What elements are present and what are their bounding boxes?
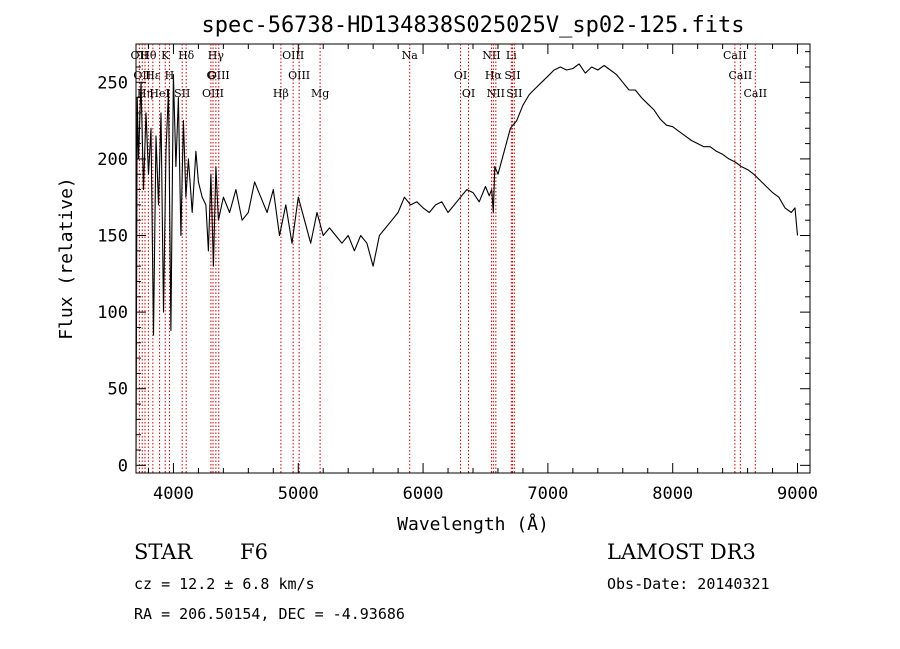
marker-label: Hβ [273,87,289,100]
x-axis-label: Wavelength (Å) [397,513,549,535]
plot-frame [135,43,811,474]
marker-label: Hε [145,69,161,82]
marker-label: CaII [743,87,767,100]
marker-label: CaII [723,49,747,62]
marker-label: Hγ [208,49,225,62]
chart-title: spec-56738-HD134838S025025V_sp02-125.fit… [201,13,744,38]
object-subclass: F6 [240,540,268,564]
marker-label: NII [487,87,505,100]
y-tick-label: 50 [108,380,128,400]
y-tick-label: 200 [97,150,128,170]
marker-label: OII [131,49,149,62]
marker-label: OI [454,69,467,82]
x-tick-label: 8000 [652,484,693,504]
marker-label: HeI [149,87,169,100]
survey-label: LAMOST DR3 [607,540,756,564]
marker-label: NII [482,49,500,62]
y-tick-label: 0 [118,456,128,476]
marker-label: Li [506,49,517,62]
marker-label: OII [133,69,151,82]
x-tick-label: 6000 [403,484,444,504]
x-tick-label: 9000 [777,484,818,504]
marker-label: OIII [288,69,310,82]
marker-label: Hδ [178,49,195,62]
marker-label: OIII [282,49,304,62]
marker-label: OIII [202,87,224,100]
marker-label: K [161,49,170,62]
y-axis-label: Flux (relative) [56,177,77,340]
x-tick-label: 4000 [153,484,194,504]
marker-label: G [206,69,215,82]
marker-label: SII [504,69,520,82]
marker-label: SII [174,87,190,100]
spectrum-line-flux [135,63,799,466]
marker-label: Hα [485,69,503,82]
x-tick-label: 7000 [527,484,568,504]
object-class: STAR [134,540,193,564]
marker-label: OI [462,87,475,100]
obs-date: Obs-Date: 20140321 [607,575,770,593]
marker-label: Na [402,49,419,62]
redshift-readout: cz = 12.2 ± 6.8 km/s [134,575,315,593]
marker-label: H [165,69,175,82]
y-tick-label: 250 [97,73,128,93]
marker-label: OIII [208,69,230,82]
marker-label: SII [506,87,522,100]
y-tick-label: 100 [97,303,128,323]
marker-label: Mg [311,87,329,100]
marker-label: Hθ [140,49,157,62]
marker-label: CaII [729,69,753,82]
coordinates: RA = 206.50154, DEC = -4.93686 [134,605,405,623]
y-tick-label: 150 [97,227,128,247]
x-tick-label: 5000 [278,484,319,504]
